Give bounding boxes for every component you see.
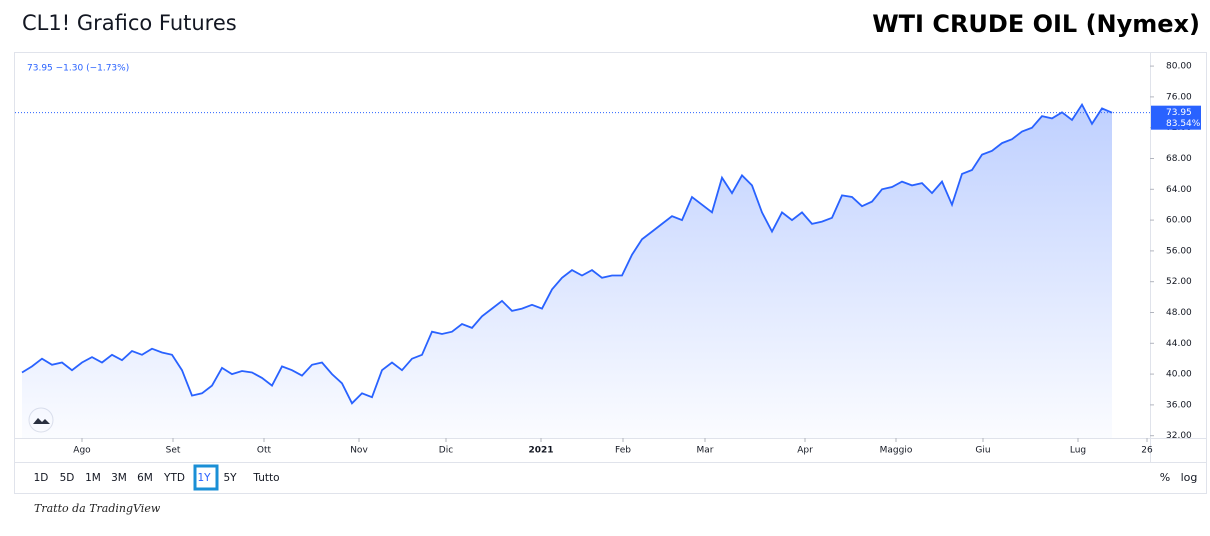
y-tick-label: 40.00	[1166, 370, 1192, 380]
range-button[interactable]: 5Y	[223, 472, 237, 484]
x-tick-label: 2021	[528, 446, 553, 456]
title: CL1! Grafico Futures	[22, 11, 237, 35]
log-toggle[interactable]: log	[1181, 471, 1198, 484]
range-button[interactable]: 1Y	[197, 472, 211, 484]
range-button[interactable]: 5D	[60, 472, 75, 484]
range-active	[193, 464, 219, 491]
y-tick-label: 56.00	[1166, 246, 1192, 256]
y-tick-label: 36.00	[1166, 400, 1192, 410]
y-tick-label: 44.00	[1166, 339, 1192, 349]
percent-toggle[interactable]: %	[1160, 471, 1170, 484]
x-tick-label: Mar	[697, 446, 714, 456]
x-tick-label: Apr	[797, 446, 813, 456]
price-tag	[1151, 105, 1201, 130]
x-tick-label: Ott	[257, 446, 272, 456]
price-line	[21, 102, 1113, 405]
x-tick-label: Lug	[1070, 446, 1086, 456]
range-button[interactable]: 1M	[85, 472, 101, 484]
y-tick-label: 80.00	[1166, 62, 1192, 72]
percent-tag-label: 83.54%	[1166, 119, 1201, 129]
x-tick-label: Ago	[73, 446, 91, 456]
range-button[interactable]: YTD	[163, 472, 185, 484]
x-tick-label: Dic	[439, 446, 453, 456]
x-tick-label: 26	[1141, 446, 1153, 456]
badge: WTI CRUDE OIL (Nymex)	[872, 10, 1200, 38]
x-tick-label: Giu	[975, 446, 990, 456]
x-tick-label: Nov	[350, 446, 368, 456]
y-tick-label: 32.00	[1166, 431, 1192, 441]
y-tick-label: 52.00	[1166, 277, 1192, 287]
range-button[interactable]: Tutto	[252, 472, 279, 484]
range-button[interactable]: 1D	[34, 472, 49, 484]
footer: Tratto da TradingView	[34, 502, 161, 515]
x-tick-label: Maggio	[880, 446, 913, 456]
x-tick-label: Feb	[615, 446, 631, 456]
y-tick-label: 60.00	[1166, 216, 1192, 226]
y-tick-label: 68.00	[1166, 154, 1192, 164]
price-tag-label: 73.95	[1166, 108, 1192, 118]
y-tick-label: 64.00	[1166, 185, 1192, 195]
area	[22, 104, 1112, 438]
y-tick-label: 76.00	[1166, 92, 1192, 102]
x-tick-label: Set	[166, 446, 181, 456]
range-button[interactable]: 6M	[137, 472, 153, 484]
y-tick-label: 48.00	[1166, 308, 1192, 318]
range-button[interactable]: 3M	[111, 472, 127, 484]
legend: 73.95 −1.30 (−1.73%)	[27, 64, 129, 74]
frame	[14, 52, 1207, 494]
